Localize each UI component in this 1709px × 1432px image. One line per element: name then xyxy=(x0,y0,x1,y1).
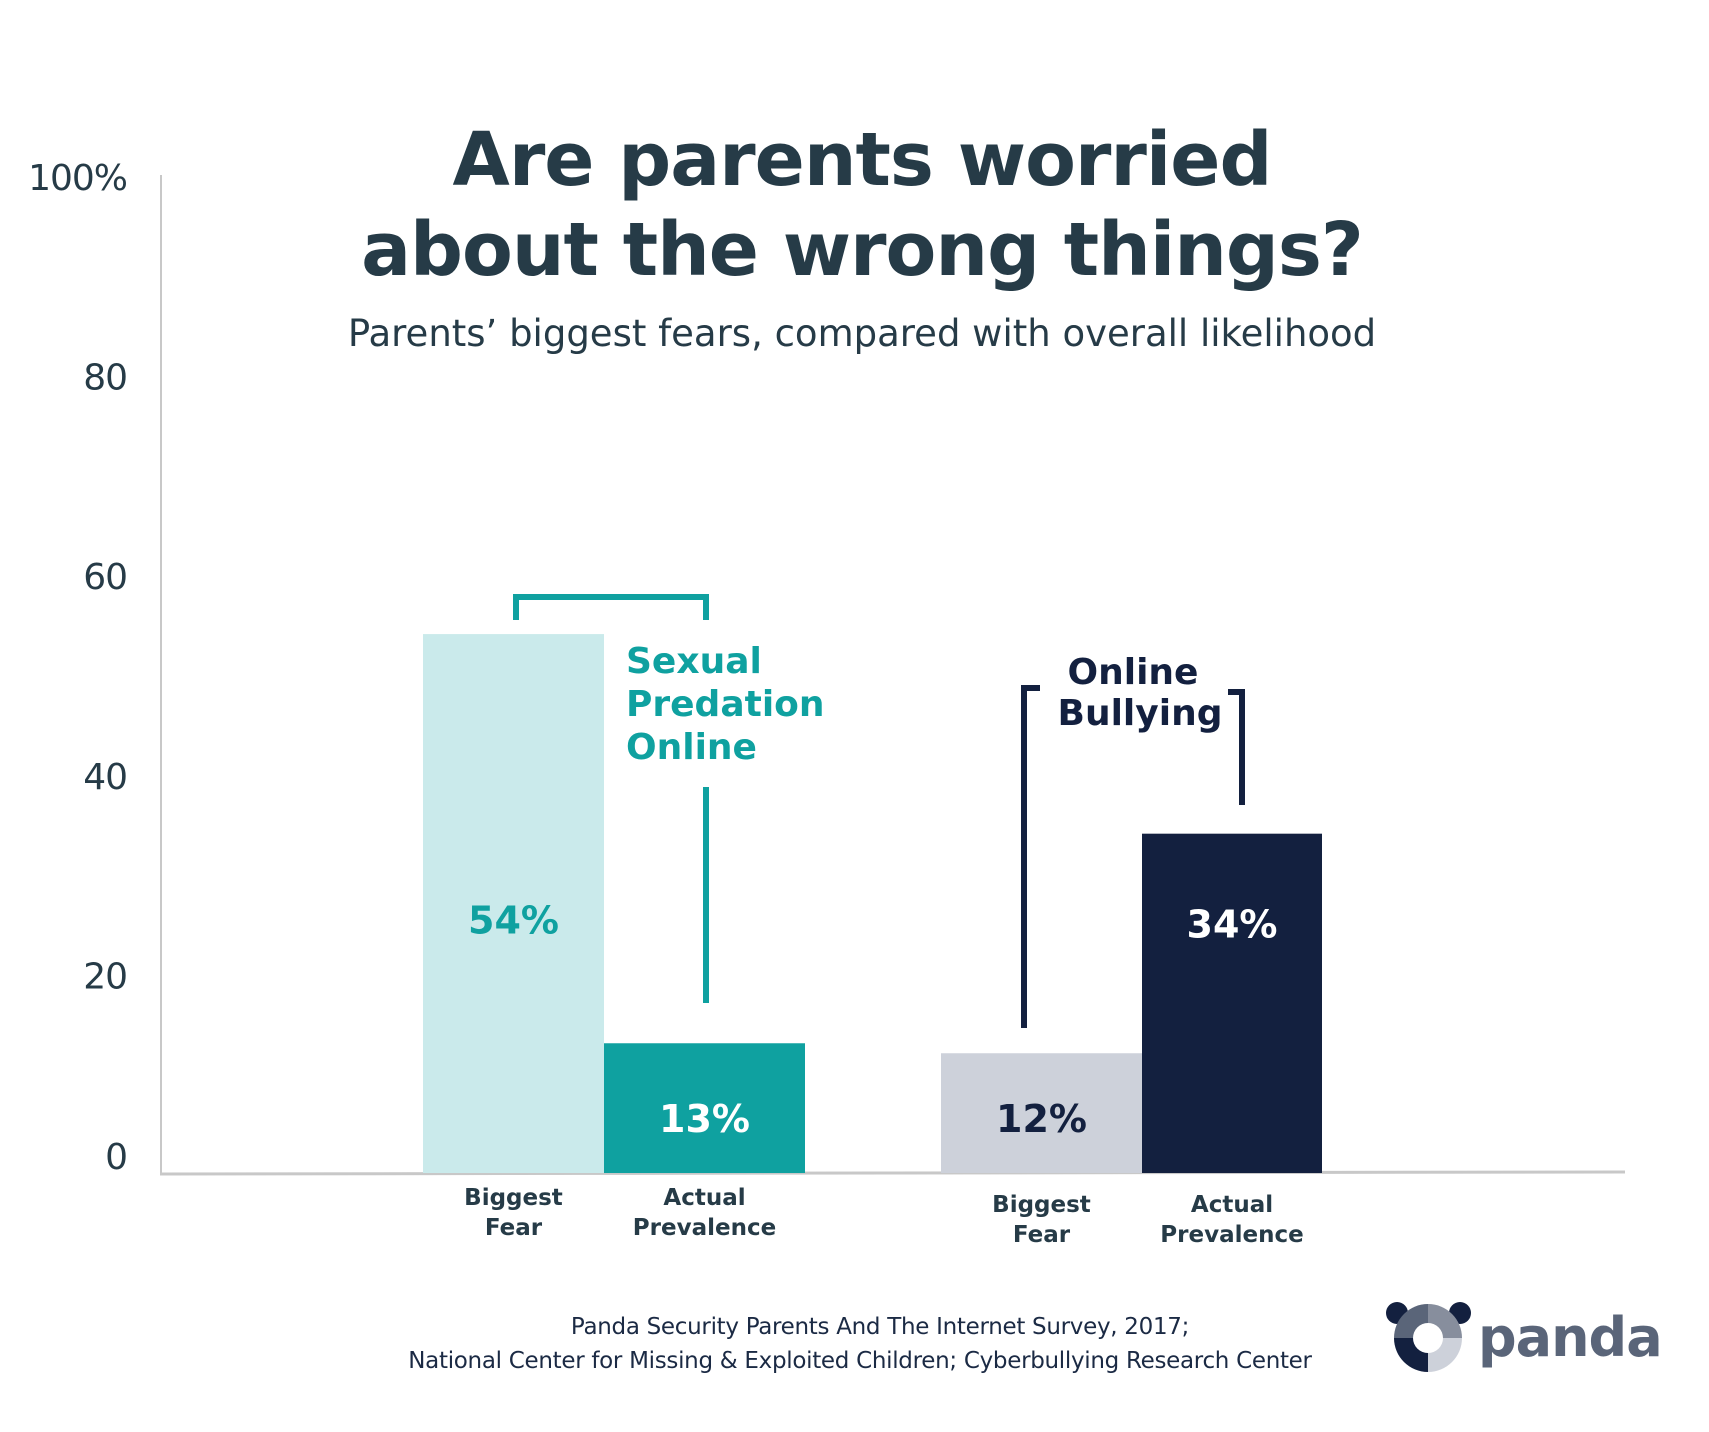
y-tick-label: 60 xyxy=(83,557,127,598)
x-category-label: Biggest xyxy=(992,1192,1091,1218)
group-label-line-1: Online xyxy=(1068,652,1199,693)
y-tick-label: 80 xyxy=(83,358,127,399)
x-category-labels: Biggest Fear Actual Prevalence Biggest Fear Ac… xyxy=(464,1185,1304,1248)
chart-title-line-2: about the wrong things? xyxy=(361,207,1363,293)
x-category-label: Prevalence xyxy=(1160,1222,1303,1248)
panda-logo-icon xyxy=(1386,1302,1471,1372)
group-label-line-2: Bullying xyxy=(1058,693,1223,734)
x-axis-line xyxy=(159,1170,1626,1176)
y-tick-label: 100% xyxy=(28,158,127,199)
group-annotation-online-bullying: Online Bullying xyxy=(1021,652,1245,1028)
bar-2-1 xyxy=(941,1053,1142,1173)
chart-subtitle: Parents’ biggest fears, compared with ov… xyxy=(348,312,1376,355)
y-tick-label: 0 xyxy=(105,1137,127,1178)
panda-logo-text: panda xyxy=(1478,1306,1662,1369)
bar-1-1 xyxy=(423,634,604,1173)
x-category-label: Fear xyxy=(1013,1222,1071,1248)
group-label-line-2: Predation xyxy=(626,684,825,725)
bar-2-2 xyxy=(1142,833,1322,1173)
y-tick-label: 40 xyxy=(83,757,127,798)
source-line-1: Panda Security Parents And The Internet … xyxy=(571,1314,1189,1340)
source-line-2: National Center for Missing & Exploited … xyxy=(408,1348,1312,1374)
group-label-line-3: Online xyxy=(626,727,757,768)
bracket-left-online-bullying xyxy=(1021,685,1040,1028)
group-annotation-sexual-predation: Sexual Predation Online xyxy=(513,594,825,1003)
y-tick-labels: 0 20 40 60 80 100% xyxy=(28,158,128,1178)
bracket-right-online-bullying xyxy=(1228,689,1245,805)
bar-value-labels: 54% 13% 12% 34% xyxy=(468,899,1277,1141)
x-category-label: Actual xyxy=(1191,1192,1273,1218)
bracket-sexual-predation xyxy=(513,594,709,620)
group-label-line-1: Sexual xyxy=(626,641,762,682)
bar-value-label: 34% xyxy=(1187,903,1278,947)
bar-value-label: 13% xyxy=(659,1097,750,1141)
bar-value-label: 12% xyxy=(996,1097,1087,1141)
x-category-label: Fear xyxy=(485,1215,543,1241)
x-category-label: Biggest xyxy=(464,1185,563,1211)
chart-title-line-1: Are parents worried xyxy=(453,117,1272,203)
panda-logo: panda xyxy=(1386,1302,1663,1372)
bar-1-2 xyxy=(604,1043,805,1173)
x-category-label: Prevalence xyxy=(633,1215,776,1241)
bar-value-label: 54% xyxy=(468,899,559,943)
bars xyxy=(423,634,1322,1173)
y-tick-label: 20 xyxy=(83,956,127,997)
x-category-label: Actual xyxy=(663,1185,745,1211)
